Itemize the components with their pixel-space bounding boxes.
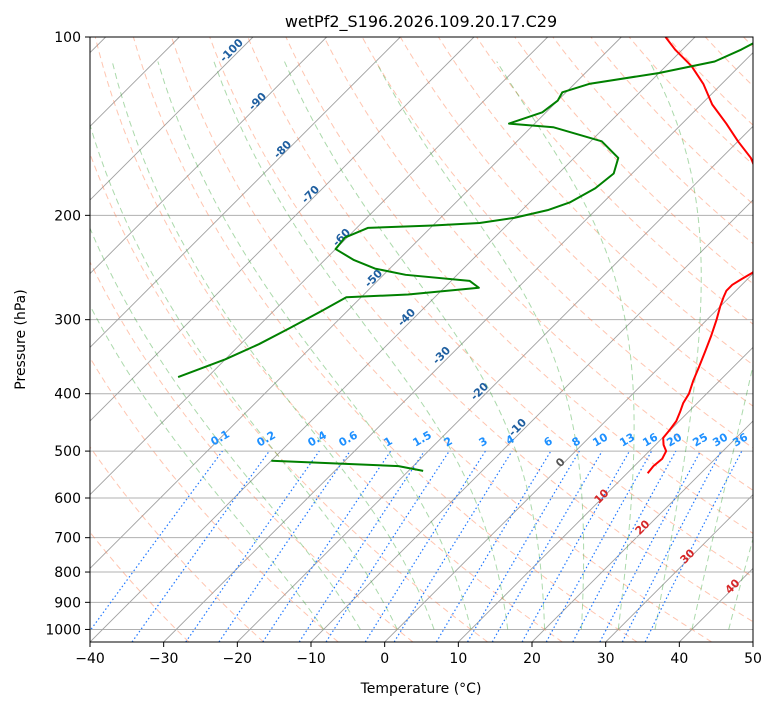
isotherm-line [90, 37, 475, 422]
dry-adiabat-line [399, 37, 753, 407]
x-tick-label: 40 [670, 651, 688, 667]
series-line-0 [646, 37, 753, 474]
y-tick-label: 300 [54, 313, 81, 329]
mixing-ratio-line [218, 450, 351, 642]
x-tick-label: −10 [296, 651, 326, 667]
x-tick-label: −20 [223, 651, 253, 667]
dry-adiabat-line [323, 37, 753, 491]
isotherm-line [90, 37, 254, 201]
moist-adiabat-line [496, 61, 635, 630]
mixing-ratio-line [131, 450, 270, 642]
y-tick-label: 400 [54, 387, 81, 403]
mixing-ratio-line [364, 450, 486, 642]
dry-adiabat-line [94, 37, 563, 642]
plot-area [90, 37, 753, 642]
isotherm-line [163, 52, 753, 642]
moist-adiabat-line [157, 61, 472, 630]
mixing-ratio-line [325, 450, 450, 642]
x-tick-label: 50 [744, 651, 762, 667]
dry-adiabat-line [209, 37, 753, 623]
mixing-ratio-line [572, 450, 677, 642]
moist-adiabat-line [691, 363, 753, 630]
series-line-1 [271, 459, 424, 472]
mixing-ratio-line [185, 450, 320, 642]
isotherm-line [237, 125, 753, 642]
y-axis: 100 200 300 400 500 600 700 800 900 1000 [45, 30, 90, 638]
dry-adiabat-line [132, 37, 638, 642]
isotherm-line [384, 273, 753, 642]
isotherm-line [605, 494, 753, 642]
moist-adiabat-line [213, 61, 509, 630]
dry-adiabat-line [361, 37, 753, 449]
x-tick-label: −40 [75, 651, 105, 667]
mixing-ratio-line [521, 450, 631, 642]
moist-adiabat-line [728, 537, 753, 630]
dry-adiabat-line [628, 37, 753, 166]
plot-content: -100-90-80-70-60-50-40-30-20-100.1 0.2 0.4… [90, 37, 753, 642]
mixing-ratio-line [90, 450, 223, 632]
moist-adiabat-line [90, 304, 324, 630]
dry-adiabat-line [476, 37, 753, 325]
isotherm-line [90, 37, 548, 496]
isotherm-line [90, 37, 696, 642]
isotherm-line [458, 346, 753, 642]
mixing-ratio-line [435, 450, 552, 642]
x-tick-label: −30 [149, 651, 179, 667]
y-tick-label: 200 [54, 208, 81, 224]
isotherm-line [752, 641, 753, 642]
moist-adiabat-line [284, 61, 546, 630]
mixing-ratio-line [466, 450, 580, 642]
isotherm-line [531, 420, 753, 642]
moist-adiabat-line [90, 123, 398, 630]
mixing-ratio-line [545, 450, 653, 642]
dry-adiabat-line [90, 260, 414, 642]
x-tick-label: 0 [380, 651, 389, 667]
x-axis: −40 −30 −20 −10 0 10 20 30 40 50 [75, 642, 762, 667]
y-axis-title: Pressure (hPa) [13, 289, 29, 389]
dry-adiabat-line [514, 37, 753, 285]
isotherm-line [90, 37, 622, 569]
y-tick-label: 1000 [45, 622, 81, 638]
moist-adiabat-line [375, 61, 585, 630]
x-tick-label: 10 [449, 651, 467, 667]
y-tick-label: 100 [54, 30, 81, 46]
isotherm-line [90, 37, 401, 348]
x-tick-label: 20 [523, 651, 541, 667]
y-tick-label: 900 [54, 595, 81, 611]
x-axis-title: Temperature (°C) [360, 681, 482, 697]
isotherm-line [90, 37, 327, 275]
y-tick-label: 800 [54, 565, 81, 581]
moist-adiabat-line [649, 61, 702, 630]
x-tick-label: 30 [597, 651, 615, 667]
dry-adiabat-line [247, 37, 753, 578]
isotherm-line [310, 199, 753, 642]
mixing-ratio-line [393, 450, 513, 642]
mixing-ratio-line [491, 450, 603, 642]
chart-title: wetPf2_S196.2026.109.20.17.C29 [285, 12, 557, 32]
y-tick-label: 600 [54, 491, 81, 507]
plot-frame [89, 36, 754, 643]
y-tick-label: 500 [54, 444, 81, 460]
dry-adiabat-line [90, 446, 264, 642]
y-tick-label: 700 [54, 531, 81, 547]
moist-adiabat-line [111, 61, 435, 630]
series-line-2 [177, 42, 753, 379]
